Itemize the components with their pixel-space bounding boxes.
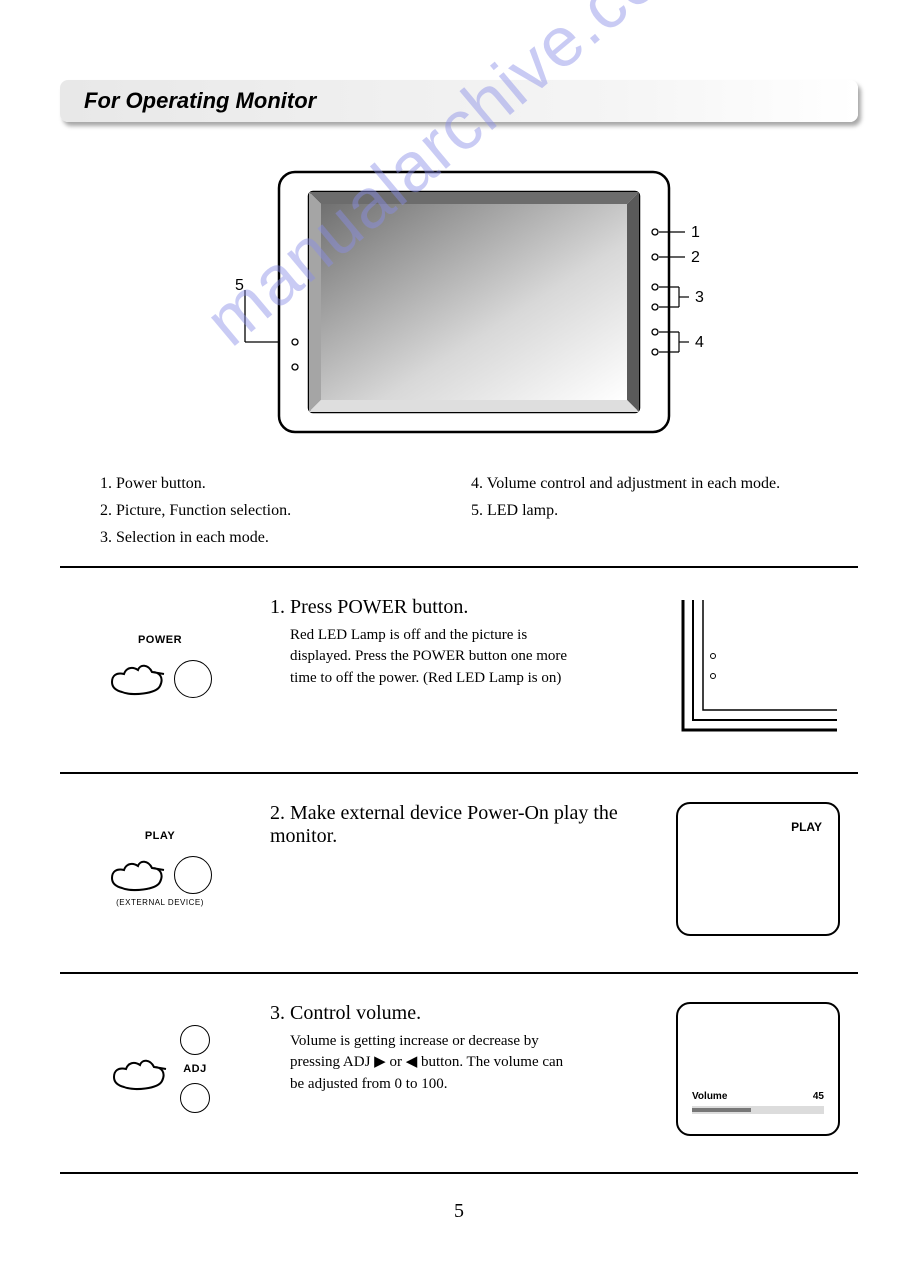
step1-right-illustration: [658, 596, 858, 736]
step-1: POWER 1. Press POWER button. Red LED Lam…: [60, 586, 858, 762]
callout-legend: 1. Power button. 4. Volume control and a…: [100, 470, 818, 552]
legend-item-2: 2. Picture, Function selection.: [100, 497, 447, 524]
callout-3-label: 3: [695, 289, 704, 306]
step-3: ADJ 3. Control volume. Volume is getting…: [60, 992, 858, 1162]
legend-item-3: 3. Selection in each mode.: [100, 524, 447, 551]
volume-bar: [692, 1106, 824, 1114]
callout-2-label: 2: [691, 249, 700, 266]
power-button-illustration: [174, 660, 212, 698]
page-number: 5: [60, 1200, 858, 1223]
step2-heading: 2. Make external device Power-On play th…: [270, 802, 648, 848]
volume-label: Volume: [692, 1091, 727, 1102]
adj-label: ADJ: [183, 1063, 207, 1075]
adj-down-button-illustration: [180, 1083, 210, 1113]
play-button-illustration: [174, 856, 212, 894]
pointing-hand-icon: [108, 852, 166, 894]
volume-value: 45: [813, 1091, 824, 1102]
volume-screen-illustration: Volume 45: [676, 1002, 840, 1136]
step3-body: Volume is getting increase or decrease b…: [290, 1031, 580, 1096]
step1-heading: 1. Press POWER button.: [270, 596, 648, 619]
adj-up-button-illustration: [180, 1025, 210, 1055]
volume-bar-fill: [692, 1108, 751, 1112]
divider: [60, 972, 858, 974]
pointing-hand-icon: [108, 656, 166, 698]
step1-body: Red LED Lamp is off and the picture is d…: [290, 625, 580, 690]
play-screen-illustration: PLAY: [676, 802, 840, 936]
legend-item-5: 5. LED lamp.: [471, 497, 818, 524]
play-label: PLAY: [145, 830, 175, 842]
step-2: PLAY (EXTERNAL DEVICE) 2. Make external …: [60, 792, 858, 962]
page-title: For Operating Monitor: [60, 80, 858, 122]
pointing-hand-icon: [110, 1051, 168, 1093]
legend-item-4: 4. Volume control and adjustment in each…: [471, 470, 818, 497]
divider: [60, 566, 858, 568]
power-label: POWER: [138, 634, 182, 646]
monitor-diagram: 5: [60, 162, 858, 452]
callout-5-label: 5: [235, 277, 244, 294]
divider: [60, 1172, 858, 1174]
divider: [60, 772, 858, 774]
play-screen-label: PLAY: [791, 820, 822, 834]
legend-item-1: 1. Power button.: [100, 470, 447, 497]
step3-heading: 3. Control volume.: [270, 1002, 648, 1025]
callout-1-label: 1: [691, 224, 700, 241]
callout-4-label: 4: [695, 334, 704, 351]
external-device-label: (EXTERNAL DEVICE): [116, 898, 204, 907]
